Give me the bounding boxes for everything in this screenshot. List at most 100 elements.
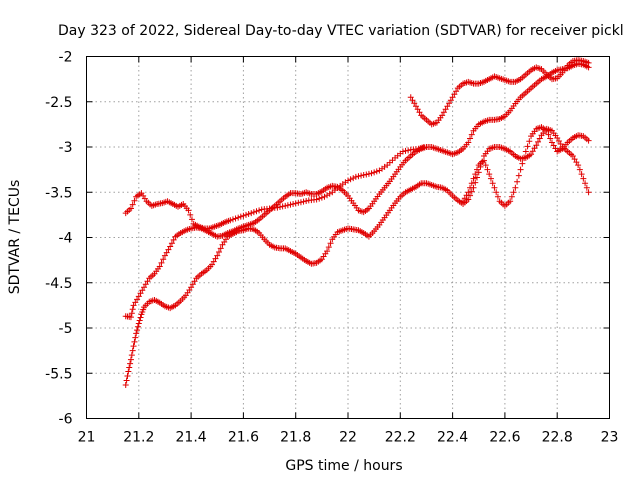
y-tick-label: -4.5 [45, 276, 72, 292]
data-point [229, 216, 236, 223]
data-point [235, 214, 242, 221]
data-point [142, 281, 149, 288]
data-point [125, 368, 132, 375]
data-point [482, 162, 489, 169]
data-point [277, 204, 284, 211]
data-point [517, 166, 524, 173]
data-point [449, 94, 456, 101]
data-point [571, 156, 578, 163]
x-tick-label: 21.4 [176, 430, 207, 446]
data-point [209, 261, 216, 268]
data-point [295, 199, 302, 206]
data-point [345, 177, 351, 184]
data-point [535, 138, 542, 145]
data-point [355, 173, 362, 180]
data-point [465, 189, 472, 196]
data-point [128, 352, 135, 359]
data-point [446, 100, 453, 107]
data-point [439, 112, 446, 119]
data-point [468, 188, 475, 195]
data-point [130, 343, 137, 350]
data-point [363, 171, 370, 178]
data-point [256, 207, 263, 214]
data-point [350, 175, 357, 182]
data-point [465, 196, 472, 203]
data-point [191, 278, 198, 285]
data-point [324, 248, 331, 255]
data-point [290, 201, 297, 208]
data-point [250, 209, 257, 216]
data-point [135, 320, 142, 327]
chart-title: Day 323 of 2022, Sidereal Day-to-day VTE… [58, 23, 624, 39]
data-point [127, 360, 134, 367]
data-point [519, 160, 526, 167]
data-point [245, 210, 252, 217]
data-point [405, 147, 412, 154]
data-point [468, 131, 475, 138]
data-point [324, 192, 331, 199]
y-tick-label: -2 [59, 50, 73, 66]
data-point [557, 140, 564, 147]
data-point [440, 109, 447, 116]
data-point [487, 175, 494, 182]
data-series [460, 124, 592, 209]
data-point [217, 245, 224, 252]
x-tick-label: 22.4 [437, 430, 468, 446]
data-point [545, 131, 552, 138]
data-point [526, 138, 533, 145]
data-point [352, 173, 359, 180]
y-tick-label: -6 [59, 412, 73, 428]
data-point [133, 330, 140, 337]
data-point [512, 184, 519, 191]
data-points [122, 57, 592, 389]
data-point [131, 338, 138, 345]
data-point [472, 179, 479, 186]
data-point [550, 142, 557, 149]
data-point [444, 103, 451, 110]
y-tick-label: -5.5 [45, 366, 72, 382]
data-point [460, 198, 467, 205]
data-point [474, 166, 481, 173]
data-point [480, 157, 487, 164]
data-point [578, 171, 585, 178]
data-point [358, 172, 365, 179]
x-tick-label: 21.8 [280, 430, 311, 446]
y-tick-label: -3 [59, 140, 73, 156]
data-point [141, 284, 148, 291]
data-point [569, 153, 576, 160]
data-point [522, 148, 529, 155]
data-point [139, 287, 146, 294]
data-point [582, 180, 589, 187]
data-point [185, 207, 192, 214]
data-point [467, 135, 474, 142]
x-axis-label: GPS time / hours [285, 458, 402, 474]
chart-grid [86, 56, 610, 419]
data-point [214, 252, 221, 259]
data-point [212, 255, 219, 262]
data-point [510, 189, 517, 196]
data-point [124, 372, 131, 379]
data-point [158, 259, 165, 266]
data-point [167, 243, 174, 250]
data-point [128, 310, 135, 317]
y-tick-label: -4 [59, 231, 73, 247]
data-point [189, 281, 196, 288]
data-point [129, 306, 136, 313]
data-point [371, 169, 378, 176]
data-point [284, 202, 291, 209]
data-point [160, 256, 167, 263]
data-point [507, 198, 514, 205]
data-point [442, 106, 449, 113]
data-point [300, 198, 307, 205]
data-point [533, 142, 540, 149]
data-point [402, 147, 409, 154]
data-point [156, 263, 163, 270]
data-point [508, 193, 515, 200]
data-point [536, 135, 543, 142]
data-point [554, 134, 561, 141]
x-tick-labels: 21 21.2 21.4 21.6 21.8 22 22.2 22.4 22.6 22.8 23 [78, 430, 619, 446]
data-point [161, 252, 168, 259]
data-point [529, 148, 536, 155]
data-point [447, 97, 454, 104]
data-point [163, 249, 170, 256]
